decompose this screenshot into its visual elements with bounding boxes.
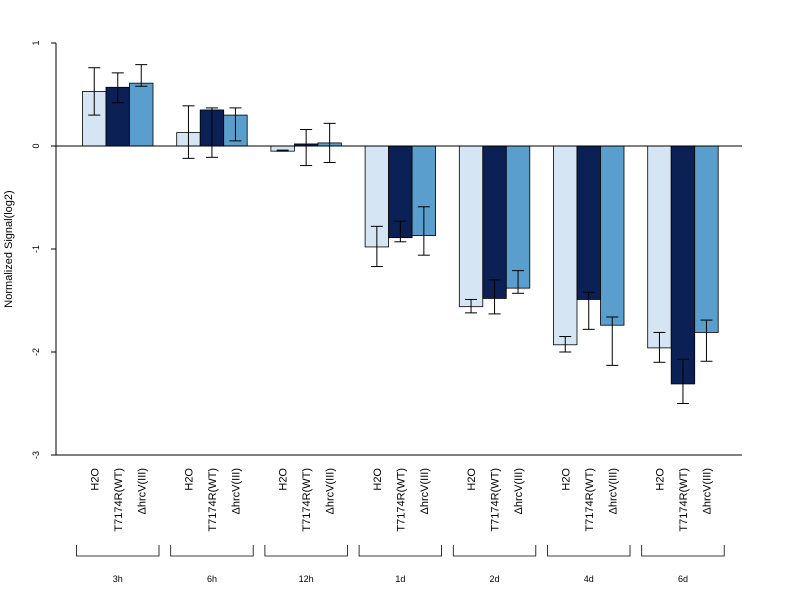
category-label: T7174R(WT): [584, 468, 596, 532]
category-label: T7174R(WT): [395, 468, 407, 532]
group-bracket: [358, 545, 442, 557]
category-label: T7174R(WT): [301, 468, 313, 532]
bars: [82, 82, 719, 385]
category-labels: H2O T7174R(WT) ΔhrcV(III) H2O T7174R(WT) Δhrc…: [89, 468, 713, 532]
category-label: ΔhrcV(III): [230, 468, 242, 514]
y-axis: 1 0 -1 -2 -3: [31, 40, 57, 459]
group-label: 2d: [490, 574, 500, 584]
y-tick-label: 0: [31, 143, 41, 148]
group-bracket: [641, 545, 725, 557]
category-label: ΔhrcV(III): [136, 468, 148, 514]
y-tick-label: -3: [31, 451, 41, 459]
category-label: H2O: [278, 468, 290, 491]
category-label: ΔhrcV(III): [513, 468, 525, 514]
bar: [694, 145, 719, 333]
bar: [458, 145, 484, 308]
bar: [576, 145, 601, 300]
bar: [647, 145, 672, 349]
group-label: 6d: [678, 574, 688, 584]
group-label: 1d: [395, 574, 405, 584]
category-label: T7174R(WT): [678, 468, 690, 532]
category-label: T7174R(WT): [490, 468, 502, 532]
group-bracket: [452, 545, 537, 557]
bar: [553, 145, 578, 346]
group-bracket: [76, 545, 160, 557]
category-label: ΔhrcV(III): [607, 468, 619, 514]
group-label: 12h: [299, 574, 314, 584]
category-label: H2O: [372, 468, 384, 491]
category-label: H2O: [89, 468, 101, 491]
bar: [129, 82, 154, 147]
group-bracket: [264, 545, 348, 557]
category-label: H2O: [654, 468, 666, 491]
category-label: T7174R(WT): [207, 468, 219, 532]
category-label: H2O: [183, 468, 195, 491]
group-label: 6h: [207, 574, 217, 584]
group-brackets: 3h 6h 12h 1d 2d 4d 6d: [76, 545, 725, 584]
bar: [505, 145, 531, 289]
bar: [482, 145, 507, 299]
y-tick-label: -2: [31, 348, 41, 356]
bar: [670, 145, 696, 385]
category-label: ΔhrcV(III): [419, 468, 431, 514]
category-label: H2O: [560, 468, 572, 491]
category-label: ΔhrcV(III): [701, 468, 713, 514]
error-bars: [88, 64, 713, 404]
y-tick-label: 1: [31, 40, 41, 45]
group-bracket: [170, 545, 254, 557]
group-bracket: [547, 545, 631, 557]
y-tick-label: -1: [31, 245, 41, 253]
category-label: ΔhrcV(III): [325, 468, 337, 514]
group-label: 4d: [584, 574, 594, 584]
y-axis-label: Normalized Signal(log2): [3, 190, 15, 307]
group-label: 3h: [113, 574, 123, 584]
bar: [600, 145, 625, 326]
category-label: T7174R(WT): [113, 468, 125, 532]
category-label: H2O: [466, 468, 478, 491]
